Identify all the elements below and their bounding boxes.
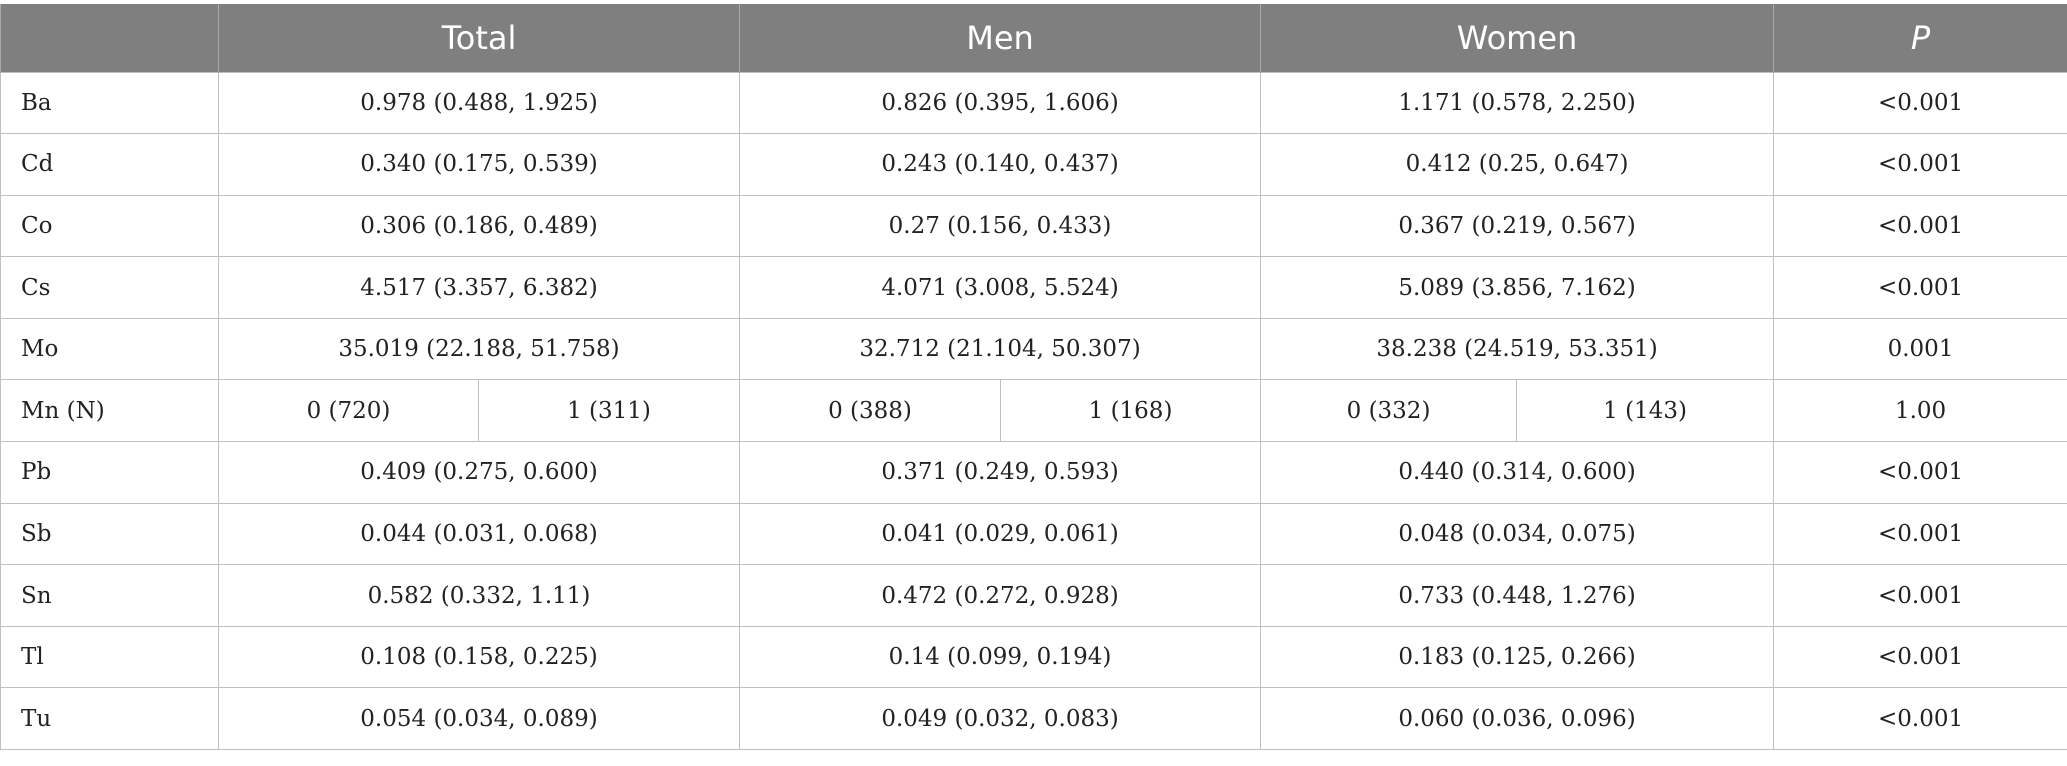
data-table: Total Men Women P Ba 0.978 (0.488, 1.925… (0, 4, 2067, 751)
cell-p-value: <0.001 (1773, 133, 2067, 196)
cell-p-value: <0.001 (1773, 441, 2067, 504)
cell-p-value: <0.001 (1773, 687, 2067, 751)
cell-men: 0.041 (0.029, 0.061) (739, 502, 1262, 566)
cell-men: 0.826 (0.395, 1.606) (739, 71, 1262, 135)
cell-total: 0.306 (0.186, 0.489) (217, 194, 741, 258)
cell-women: 0.367 (0.219, 0.567) (1260, 194, 1775, 258)
cell-women-category-1: 1 (143) (1516, 379, 1775, 443)
cell-men: 0.243 (0.140, 0.437) (739, 133, 1262, 196)
table-row: Ba 0.978 (0.488, 1.925) 0.826 (0.395, 1.… (0, 71, 2067, 135)
table-row: Co 0.306 (0.186, 0.489) 0.27 (0.156, 0.4… (0, 194, 2067, 258)
row-label: Pb (0, 441, 219, 504)
row-label: Tl (0, 625, 219, 689)
cell-men: 0.049 (0.032, 0.083) (739, 687, 1262, 751)
row-label: Sb (0, 502, 219, 566)
row-label: Sn (0, 564, 219, 627)
cell-women: 0.412 (0.25, 0.647) (1260, 133, 1775, 196)
cell-men-category-0: 0 (388) (739, 379, 1002, 443)
table-row: Cd 0.340 (0.175, 0.539) 0.243 (0.140, 0.… (0, 133, 2067, 196)
row-label: Ba (0, 71, 219, 135)
cell-women: 38.238 (24.519, 53.351) (1260, 317, 1775, 381)
header-label (0, 4, 219, 72)
cell-men: 0.472 (0.272, 0.928) (739, 564, 1262, 627)
cell-p-value: <0.001 (1773, 194, 2067, 258)
cell-p-value: <0.001 (1773, 625, 2067, 689)
cell-p-value: <0.001 (1773, 564, 2067, 627)
table-row: Pb 0.409 (0.275, 0.600) 0.371 (0.249, 0.… (0, 441, 2067, 504)
cell-total-category-0: 0 (720) (218, 379, 479, 443)
cell-p-value: 1.00 (1773, 379, 2067, 443)
table-row: Mo 35.019 (22.188, 51.758) 32.712 (21.10… (0, 317, 2067, 381)
table-row: Tl 0.108 (0.158, 0.225) 0.14 (0.099, 0.1… (0, 625, 2067, 689)
cell-men: 0.371 (0.249, 0.593) (739, 441, 1262, 504)
cell-men-category-1: 1 (168) (1000, 379, 1262, 443)
cell-women: 0.060 (0.036, 0.096) (1260, 687, 1775, 751)
header-total: Total (217, 4, 741, 72)
cell-total: 0.409 (0.275, 0.600) (217, 441, 741, 504)
cell-total: 35.019 (22.188, 51.758) (217, 317, 741, 381)
cell-total: 4.517 (3.357, 6.382) (217, 256, 741, 319)
row-label: Co (0, 194, 219, 258)
cell-p-value: <0.001 (1773, 71, 2067, 135)
cell-men: 32.712 (21.104, 50.307) (739, 317, 1262, 381)
header-row: Total Men Women P (0, 4, 2067, 72)
cell-women: 1.171 (0.578, 2.250) (1260, 71, 1775, 135)
cell-total: 0.108 (0.158, 0.225) (217, 625, 741, 689)
row-label: Mo (0, 317, 219, 381)
table-row: Cs 4.517 (3.357, 6.382) 4.071 (3.008, 5.… (0, 256, 2067, 319)
cell-p-value: <0.001 (1773, 502, 2067, 566)
cell-women: 0.183 (0.125, 0.266) (1260, 625, 1775, 689)
cell-total: 0.978 (0.488, 1.925) (217, 71, 741, 135)
row-label: Cd (0, 133, 219, 196)
cell-women: 0.733 (0.448, 1.276) (1260, 564, 1775, 627)
cell-total: 0.044 (0.031, 0.068) (217, 502, 741, 566)
row-label: Cs (0, 256, 219, 319)
table-row: Sb 0.044 (0.031, 0.068) 0.041 (0.029, 0.… (0, 502, 2067, 566)
row-label: Mn (N) (0, 379, 219, 443)
cell-p-value: <0.001 (1773, 256, 2067, 319)
table-row: Sn 0.582 (0.332, 1.11) 0.472 (0.272, 0.9… (0, 564, 2067, 627)
table-row: Tu 0.054 (0.034, 0.089) 0.049 (0.032, 0.… (0, 687, 2067, 751)
cell-men: 4.071 (3.008, 5.524) (739, 256, 1262, 319)
header-women: Women (1260, 4, 1775, 72)
cell-total: 0.340 (0.175, 0.539) (217, 133, 741, 196)
cell-women: 0.440 (0.314, 0.600) (1260, 441, 1775, 504)
cell-men: 0.27 (0.156, 0.433) (739, 194, 1262, 258)
cell-total: 0.054 (0.034, 0.089) (217, 687, 741, 751)
cell-total: 0.582 (0.332, 1.11) (217, 564, 741, 627)
cell-p-value: 0.001 (1773, 317, 2067, 381)
row-label: Tu (0, 687, 219, 751)
cell-total-category-1: 1 (311) (477, 379, 741, 443)
cell-women: 5.089 (3.856, 7.162) (1260, 256, 1775, 319)
header-p-value: P (1773, 4, 2067, 72)
cell-women-category-0: 0 (332) (1260, 379, 1518, 443)
cell-women: 0.048 (0.034, 0.075) (1260, 502, 1775, 566)
table-row-split: Mn (N) 0 (720) 1 (311) 0 (388) 1 (168) 0… (0, 379, 2067, 443)
cell-men: 0.14 (0.099, 0.194) (739, 625, 1262, 689)
header-men: Men (739, 4, 1262, 72)
